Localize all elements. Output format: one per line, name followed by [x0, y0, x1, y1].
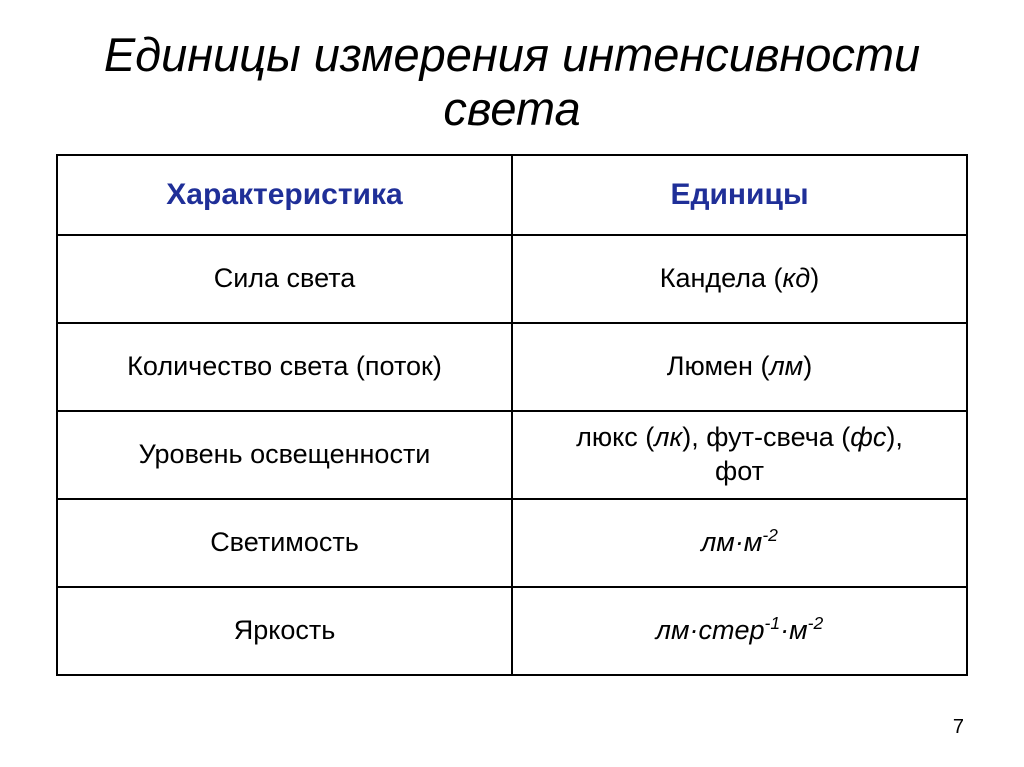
cell-characteristic: Количество света (поток): [57, 323, 512, 411]
cell-characteristic: Яркость: [57, 587, 512, 675]
table-row: Количество света (поток) Люмен (лм): [57, 323, 967, 411]
cell-unit: лм·м-2: [512, 499, 967, 587]
cell-unit: Кандела (кд): [512, 235, 967, 323]
cell-characteristic: Сила света: [57, 235, 512, 323]
table-row: Сила света Кандела (кд): [57, 235, 967, 323]
cell-unit: Люмен (лм): [512, 323, 967, 411]
units-table: Характеристика Единицы Сила света Кандел…: [56, 154, 968, 676]
cell-characteristic: Уровень освещенности: [57, 411, 512, 499]
col-header-units: Единицы: [512, 155, 967, 235]
page-number: 7: [953, 716, 964, 739]
cell-unit: люкс (лк), фут-свеча (фс),фот: [512, 411, 967, 499]
col-header-characteristic: Характеристика: [57, 155, 512, 235]
table-row: Светимость лм·м-2: [57, 499, 967, 587]
cell-characteristic: Светимость: [57, 499, 512, 587]
cell-unit: лм·стер-1·м-2: [512, 587, 967, 675]
table-header-row: Характеристика Единицы: [57, 155, 967, 235]
table-row: Яркость лм·стер-1·м-2: [57, 587, 967, 675]
table-row: Уровень освещенности люкс (лк), фут-свеч…: [57, 411, 967, 499]
slide-title: Единицы измерения интенсивности света: [56, 28, 968, 136]
slide: Единицы измерения интенсивности света Ха…: [0, 0, 1024, 767]
